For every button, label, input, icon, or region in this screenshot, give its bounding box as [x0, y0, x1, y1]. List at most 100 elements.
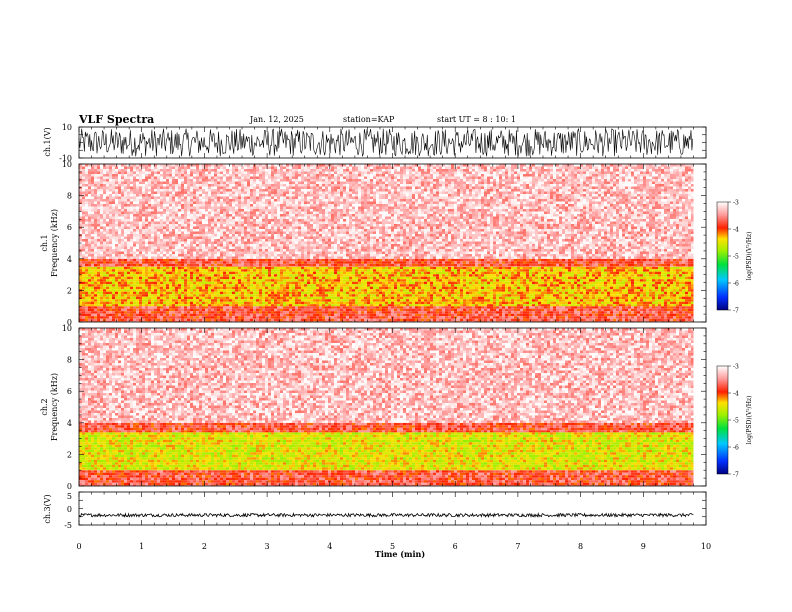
spectrogram-cell — [238, 279, 241, 282]
spectrogram-cell — [325, 289, 328, 292]
spectrogram-cell — [208, 311, 211, 314]
spectrogram-cell — [523, 276, 526, 280]
spectrogram-cell — [211, 291, 214, 295]
spectrogram-cell — [376, 269, 379, 272]
spectrogram-cell — [376, 284, 379, 287]
spectrogram-cell — [157, 263, 160, 267]
spectrogram-cell — [301, 294, 304, 297]
spectrogram-cell — [610, 266, 613, 270]
spectrogram-cell — [511, 284, 514, 287]
spectrogram-cell — [520, 316, 523, 319]
spectrogram-cell — [670, 276, 673, 280]
spectrogram-cell — [235, 294, 238, 297]
spectrogram-cell — [646, 284, 649, 287]
spectrogram-cell — [412, 271, 415, 275]
spectrogram-cell — [229, 296, 232, 300]
spectrogram-cell — [490, 318, 493, 322]
spectrogram-cell — [340, 304, 343, 307]
spectrogram-cell — [298, 296, 301, 300]
spectrogram-cell — [106, 313, 109, 317]
spectrogram-cell — [250, 279, 253, 282]
spectrogram-cell — [601, 281, 604, 285]
spectrogram-cell — [463, 271, 466, 275]
spectrogram-cell — [178, 313, 181, 317]
spectrogram-cell — [340, 291, 343, 295]
spectrogram-cell — [460, 271, 463, 275]
spectrogram-cell — [373, 316, 376, 319]
spectrogram-cell — [394, 286, 397, 290]
spectrogram-cell — [88, 261, 91, 264]
spectrogram-cell — [487, 286, 490, 290]
spectrogram-cell — [484, 299, 487, 302]
spectrogram-cell — [370, 269, 373, 272]
spectrogram-cell — [679, 271, 682, 275]
spectrogram-cell — [139, 261, 142, 264]
spectrogram-cell — [208, 294, 211, 297]
spectrogram-cell — [241, 291, 244, 295]
spectrogram-cell — [637, 279, 640, 282]
spectrogram-cell — [436, 289, 439, 292]
spectrogram-cell — [193, 263, 196, 267]
spectrogram-cell — [580, 289, 583, 292]
spectrogram-cell — [85, 263, 88, 267]
spectrogram-cell — [334, 279, 337, 282]
spectrogram-cell — [685, 266, 688, 270]
spectrogram-cell — [586, 308, 589, 312]
spectrogram-cell — [571, 301, 574, 305]
spectrogram-cell — [562, 313, 565, 317]
spectrogram-cell — [424, 296, 427, 300]
spectrogram-cell — [685, 306, 688, 309]
spectrogram-cell — [433, 291, 436, 295]
spectrogram-cell — [502, 289, 505, 292]
spectrogram-cell — [634, 291, 637, 295]
spectrogram-cell — [226, 304, 229, 307]
spectrogram-cell — [649, 281, 652, 285]
spectrogram-cell — [571, 281, 574, 285]
spectrogram-cell — [436, 279, 439, 282]
spectrogram-cell — [100, 281, 103, 285]
spectrogram-cell — [154, 266, 157, 270]
spectrogram-cell — [424, 269, 427, 272]
spectrogram-cell — [589, 271, 592, 275]
spectrogram-cell — [352, 281, 355, 285]
spectrogram-cell — [160, 296, 163, 300]
spectrogram-cell — [112, 263, 115, 267]
spectrogram-cell — [460, 269, 463, 272]
spectrogram-cell — [445, 311, 448, 314]
spectrogram-cell — [244, 311, 247, 314]
spectrogram-cell — [196, 266, 199, 270]
spectrogram-cell — [565, 274, 568, 277]
spectrogram-cell — [289, 269, 292, 272]
spectrogram-cell — [196, 306, 199, 309]
spectrogram-cell — [343, 281, 346, 285]
spectrogram-cell — [427, 294, 430, 297]
spectrogram-cell — [307, 304, 310, 307]
spectrogram-cell — [139, 313, 142, 317]
spectrogram-cell — [322, 304, 325, 307]
spectrogram-cell — [451, 266, 454, 270]
spectrogram-cell — [667, 308, 670, 312]
spectrogram-cell — [430, 266, 433, 270]
spectrogram-cell — [574, 311, 577, 314]
spectrogram-cell — [223, 281, 226, 285]
spectrogram-cell — [493, 289, 496, 292]
spectrogram-cell — [100, 291, 103, 295]
spectrogram-cell — [469, 284, 472, 287]
spectrogram-cell — [112, 294, 115, 297]
spectrogram-cell — [79, 286, 82, 290]
spectrogram-cell — [598, 294, 601, 297]
spectrogram-cell — [646, 271, 649, 275]
spectrogram-cell — [142, 281, 145, 285]
spectrogram-cell — [520, 276, 523, 280]
spectrogram-cell — [406, 318, 409, 322]
spectrogram-cell — [643, 266, 646, 270]
spectrogram-cell — [88, 271, 91, 275]
spectrogram-cell — [130, 269, 133, 272]
spectrogram-cell — [118, 281, 121, 285]
spectrogram-cell — [547, 291, 550, 295]
spectrogram-cell — [622, 308, 625, 312]
spectrogram-cell — [571, 279, 574, 282]
spectrogram-cell — [448, 296, 451, 300]
spectrogram-cell — [109, 266, 112, 270]
spectrogram-cell — [208, 308, 211, 312]
